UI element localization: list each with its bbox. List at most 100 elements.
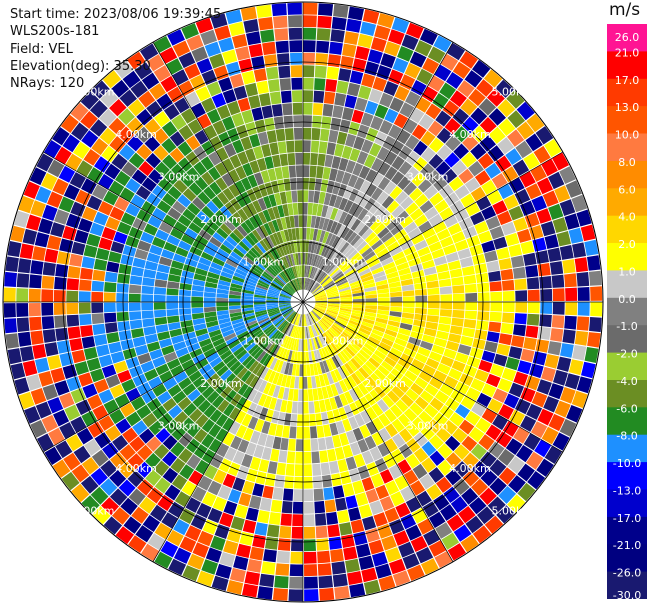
velocity-bin	[421, 86, 438, 103]
velocity-bin	[217, 248, 230, 259]
velocity-bin	[382, 261, 396, 271]
velocity-bin	[47, 355, 62, 370]
velocity-bin	[509, 409, 525, 426]
velocity-bin	[303, 215, 308, 228]
velocity-bin	[254, 308, 267, 313]
range-ring-label: 5.00km	[73, 86, 115, 99]
velocity-bin	[161, 121, 178, 137]
velocity-bin	[313, 288, 324, 296]
colorbar-tick-label: 13.0	[615, 101, 640, 114]
velocity-bin	[235, 327, 248, 336]
velocity-bin	[191, 296, 204, 302]
velocity-bin	[296, 351, 301, 364]
velocity-bin	[539, 314, 552, 328]
velocity-bin	[537, 408, 554, 426]
velocity-bin	[298, 278, 301, 290]
velocity-bin	[261, 144, 272, 158]
velocity-bin	[462, 134, 479, 151]
velocity-bin	[110, 241, 125, 254]
velocity-bin	[283, 242, 290, 255]
velocity-bin	[326, 309, 338, 315]
velocity-bin	[335, 497, 347, 511]
velocity-bin	[307, 313, 313, 325]
velocity-bin	[62, 225, 77, 241]
velocity-bin	[230, 251, 243, 262]
velocity-bin	[254, 292, 267, 297]
velocity-bin	[404, 62, 421, 79]
velocity-bin	[322, 474, 333, 488]
velocity-bin	[338, 311, 351, 317]
velocity-bin	[279, 305, 292, 310]
velocity-bin	[446, 72, 464, 89]
velocity-bin	[277, 538, 291, 551]
velocity-bin	[218, 458, 232, 473]
velocity-bin	[177, 141, 193, 157]
velocity-bin	[411, 124, 427, 140]
velocity-bin	[125, 178, 141, 194]
velocity-bin	[428, 351, 443, 363]
velocity-bin	[128, 488, 146, 506]
velocity-bin	[572, 242, 586, 258]
velocity-bin	[170, 364, 184, 377]
velocity-bin	[212, 337, 225, 347]
velocity-bin	[252, 186, 263, 200]
velocity-bin	[309, 338, 314, 351]
velocity-bin	[253, 263, 264, 273]
velocity-bin	[287, 203, 294, 216]
velocity-bin	[156, 93, 173, 110]
velocity-bin	[282, 425, 290, 438]
velocity-bin	[320, 318, 331, 328]
velocity-bin	[174, 371, 188, 384]
velocity-bin	[274, 317, 285, 327]
velocity-bin	[280, 257, 288, 269]
velocity-bin	[206, 390, 220, 404]
velocity-bin	[400, 394, 414, 408]
velocity-bin	[117, 321, 131, 332]
velocity-bin	[295, 152, 303, 165]
velocity-bin	[389, 97, 404, 113]
velocity-bin	[293, 338, 298, 351]
velocity-bin	[253, 146, 264, 160]
velocity-bin	[322, 218, 330, 231]
velocity-bin	[287, 241, 293, 254]
velocity-bin	[254, 294, 266, 299]
velocity-bin	[220, 385, 233, 399]
velocity-bin	[425, 321, 438, 330]
velocity-bin	[236, 124, 249, 139]
velocity-bin	[201, 418, 215, 433]
velocity-bin	[348, 507, 361, 522]
velocity-bin	[222, 329, 235, 338]
velocity-bin	[42, 384, 58, 401]
velocity-bin	[54, 146, 72, 165]
velocity-bin	[99, 127, 117, 145]
velocity-bin	[125, 203, 141, 217]
velocity-bin	[354, 221, 366, 234]
velocity-bin	[81, 495, 100, 514]
velocity-bin	[306, 265, 311, 278]
velocity-bin	[168, 558, 187, 576]
velocity-bin	[313, 190, 320, 204]
velocity-bin	[263, 324, 274, 333]
velocity-bin	[379, 341, 392, 352]
velocity-bin	[394, 229, 407, 241]
velocity-bin	[253, 213, 263, 227]
velocity-bin	[91, 302, 104, 314]
velocity-bin	[419, 390, 434, 404]
velocity-bin	[219, 244, 232, 255]
velocity-bin	[309, 325, 315, 338]
velocity-bin	[240, 336, 253, 346]
velocity-bin	[236, 465, 249, 480]
velocity-bin	[526, 451, 544, 470]
velocity-bin	[326, 329, 336, 341]
velocity-bin	[556, 231, 571, 247]
velocity-bin	[464, 70, 483, 88]
velocity-bin	[318, 257, 326, 269]
velocity-bin	[283, 229, 290, 242]
velocity-bin	[67, 326, 81, 339]
velocity-bin	[259, 256, 270, 267]
velocity-bin	[173, 221, 188, 234]
velocity-bin	[323, 192, 332, 206]
velocity-bin	[358, 327, 371, 336]
velocity-bin	[251, 265, 263, 275]
velocity-bin	[295, 313, 300, 326]
